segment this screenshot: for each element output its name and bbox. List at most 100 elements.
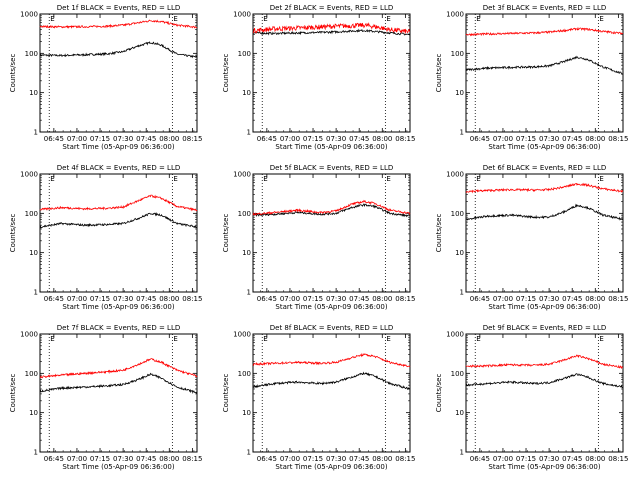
series-events-line: [39, 41, 198, 59]
event-marker-label: E: [263, 335, 267, 343]
x-axis-label: Start Time (05-Apr-09 06:36:00): [62, 303, 174, 311]
x-tick-label: 07:30: [113, 295, 133, 303]
y-tick-label: 1: [247, 289, 251, 297]
plot-frame: [252, 333, 411, 453]
plot-frame: [39, 173, 198, 293]
y-tick-label: 1: [34, 129, 38, 137]
series-lld-line: [39, 194, 198, 212]
x-axis-label: Start Time (05-Apr-09 06:36:00): [488, 303, 600, 311]
x-tick-label: 08:00: [372, 455, 392, 463]
y-tick-label: 1000: [446, 11, 464, 19]
plot-frame: [39, 333, 198, 453]
x-tick-label: 08:00: [159, 135, 179, 143]
panel-det-2: Det 2f BLACK = Events, RED = LLD 1 10 100 10…: [222, 4, 415, 151]
plot-frame: [252, 173, 411, 293]
event-marker-label: E: [263, 15, 267, 23]
series-lld-line: [465, 26, 624, 37]
y-tick-label: 10: [455, 409, 464, 417]
x-tick-label: 07:30: [326, 455, 346, 463]
x-tick-label: 07:15: [303, 135, 323, 143]
panel-title: Det 3f BLACK = Events, RED = LLD: [483, 4, 606, 12]
x-tick-label: 08:15: [608, 135, 628, 143]
event-marker-label: E: [173, 175, 177, 183]
y-tick-label: 1: [247, 129, 251, 137]
y-tick-label: 1000: [233, 11, 251, 19]
plot-frame: [465, 173, 624, 293]
y-axis-label: Counts/sec: [222, 374, 230, 413]
panel-title: Det 5f BLACK = Events, RED = LLD: [270, 164, 393, 172]
event-marker-label: E: [173, 335, 177, 343]
x-tick-label: 07:45: [349, 135, 369, 143]
y-tick-label: 10: [455, 249, 464, 257]
x-tick-label: 08:00: [159, 455, 179, 463]
panel-det-3: Det 3f BLACK = Events, RED = LLD 1 10 100 10…: [435, 4, 628, 151]
series-events-line: [465, 55, 624, 75]
y-tick-label: 10: [242, 249, 251, 257]
series-events-line: [465, 203, 624, 221]
x-tick-label: 07:15: [90, 455, 110, 463]
x-tick-label: 08:00: [585, 295, 605, 303]
series-events-line: [252, 28, 411, 36]
panel-det-1: Det 1f BLACK = Events, RED = LLD 1 10 100 10…: [9, 4, 202, 151]
panel-det-9: Det 9f BLACK = Events, RED = LLD 1 10 100 10…: [435, 324, 628, 471]
series-events-line: [252, 371, 411, 391]
event-marker-label: E: [476, 15, 480, 23]
x-axis-label: Start Time (05-Apr-09 06:36:00): [488, 143, 600, 151]
event-marker-label: E: [263, 175, 267, 183]
y-tick-label: 1: [247, 449, 251, 457]
y-tick-label: 10: [455, 89, 464, 97]
panel-title: Det 1f BLACK = Events, RED = LLD: [57, 4, 180, 12]
y-tick-label: 1000: [233, 331, 251, 339]
panel-title: Det 7f BLACK = Events, RED = LLD: [57, 324, 180, 332]
x-tick-label: 07:30: [113, 135, 133, 143]
y-tick-label: 1000: [20, 331, 38, 339]
x-tick-label: 08:00: [585, 455, 605, 463]
y-tick-label: 100: [25, 210, 38, 218]
x-tick-label: 07:15: [516, 295, 536, 303]
x-tick-label: 07:15: [516, 135, 536, 143]
x-tick-label: 07:45: [136, 455, 156, 463]
event-marker-label: E: [50, 335, 54, 343]
event-marker-label: E: [599, 335, 603, 343]
y-tick-label: 100: [451, 210, 464, 218]
series-lld-line: [465, 182, 624, 194]
y-axis-label: Counts/sec: [222, 214, 230, 253]
y-axis-label: Counts/sec: [222, 54, 230, 93]
y-axis-label: Counts/sec: [9, 374, 17, 413]
x-tick-label: 07:30: [539, 135, 559, 143]
x-tick-label: 07:30: [113, 455, 133, 463]
event-marker-label: E: [50, 15, 54, 23]
y-tick-label: 1000: [20, 11, 38, 19]
x-tick-label: 07:00: [67, 455, 87, 463]
y-tick-label: 100: [25, 370, 38, 378]
x-axis-label: Start Time (05-Apr-09 06:36:00): [62, 463, 174, 471]
series-lld-line: [252, 199, 411, 216]
x-tick-label: 08:15: [608, 455, 628, 463]
x-tick-label: 07:00: [493, 455, 513, 463]
event-marker-label: E: [599, 15, 603, 23]
panel-det-5: Det 5f BLACK = Events, RED = LLD 1 10 100 10…: [222, 164, 415, 311]
series-lld-line: [465, 354, 623, 370]
x-tick-label: 08:00: [372, 295, 392, 303]
x-tick-label: 06:45: [257, 135, 277, 143]
series-events-line: [465, 373, 624, 389]
panel-det-4: Det 4f BLACK = Events, RED = LLD 1 10 100 10…: [9, 164, 202, 311]
x-axis-label: Start Time (05-Apr-09 06:36:00): [275, 143, 387, 151]
x-tick-label: 06:45: [257, 455, 277, 463]
x-tick-label: 08:15: [182, 455, 202, 463]
panel-title: Det 9f BLACK = Events, RED = LLD: [483, 324, 606, 332]
x-tick-label: 07:15: [303, 455, 323, 463]
y-axis-label: Counts/sec: [435, 214, 443, 253]
y-tick-label: 1000: [446, 331, 464, 339]
x-tick-label: 07:30: [326, 295, 346, 303]
panel-det-7: Det 7f BLACK = Events, RED = LLD 1 10 100 10…: [9, 324, 202, 471]
x-tick-label: 06:45: [470, 455, 490, 463]
y-tick-label: 100: [238, 370, 251, 378]
event-marker-label: E: [599, 175, 603, 183]
y-axis-label: Counts/sec: [9, 54, 17, 93]
x-tick-label: 06:45: [44, 135, 64, 143]
x-tick-label: 08:00: [159, 295, 179, 303]
y-tick-label: 100: [25, 50, 38, 58]
x-axis-label: Start Time (05-Apr-09 06:36:00): [488, 463, 600, 471]
